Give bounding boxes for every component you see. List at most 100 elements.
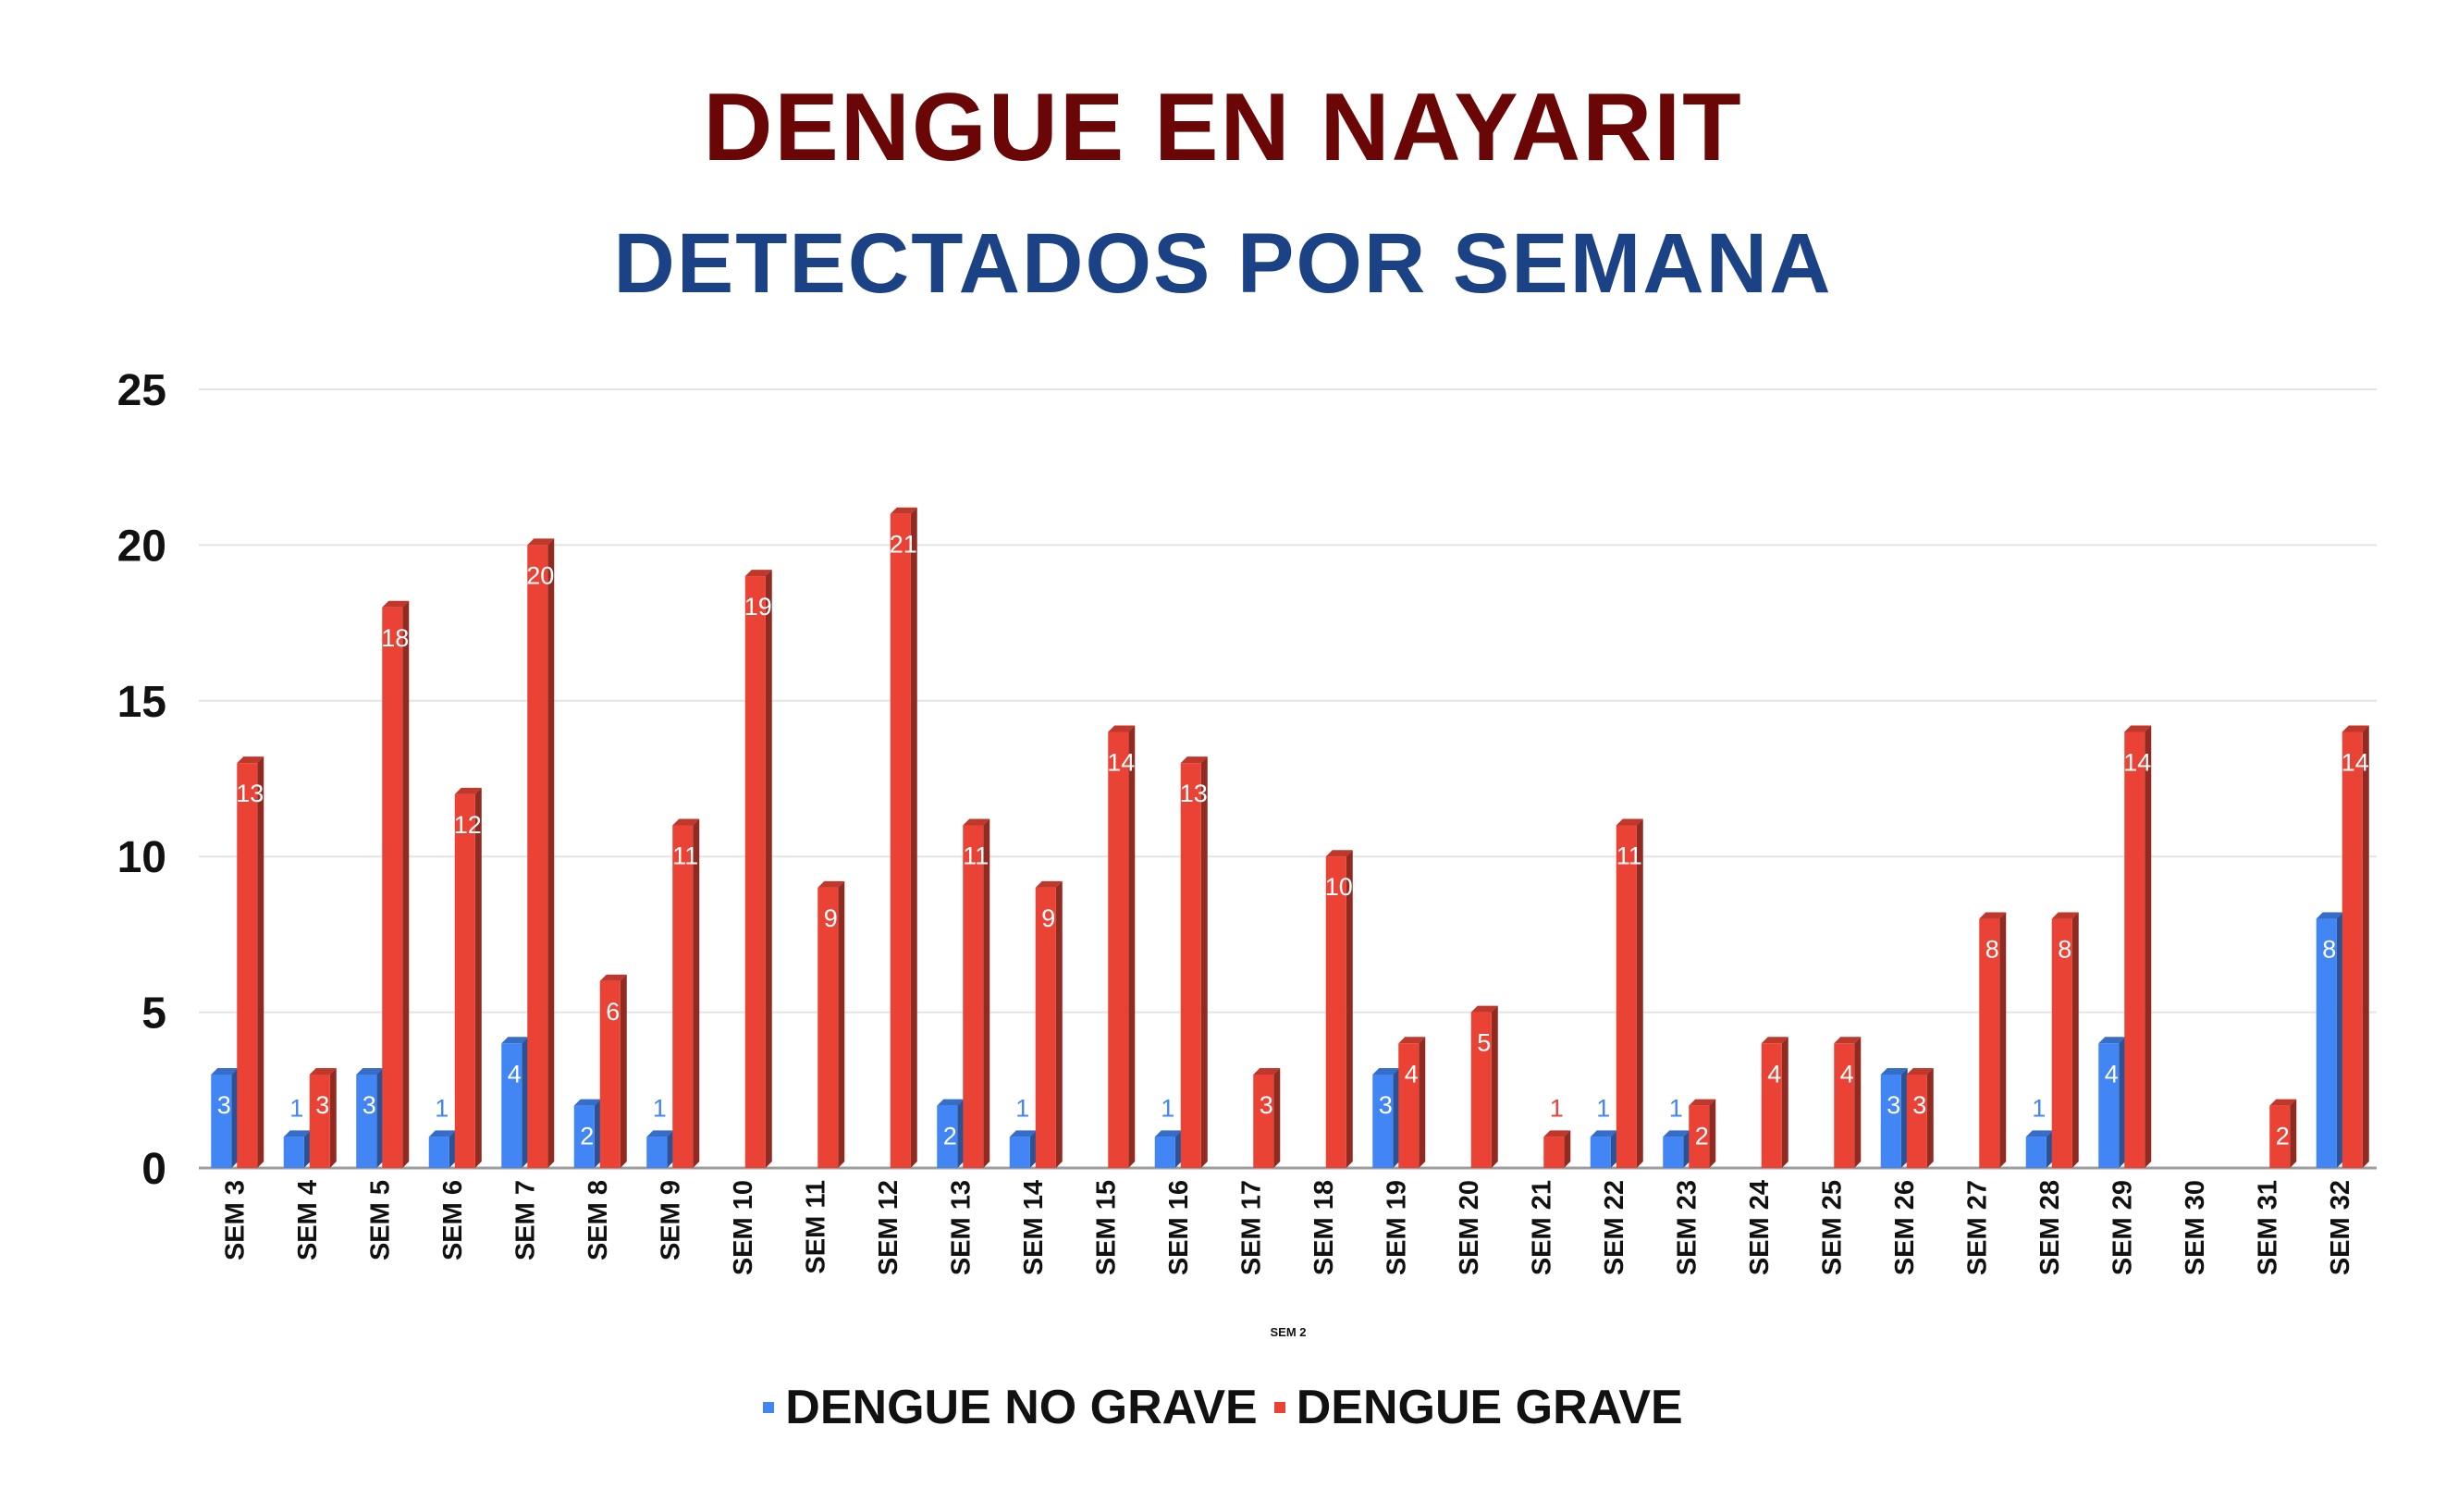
bar-top [2269, 1099, 2297, 1106]
bar-top [1761, 1037, 1788, 1044]
bars [211, 507, 2369, 1168]
bar-top [817, 880, 845, 888]
bar-grave-sem-14 [1035, 880, 1063, 1168]
legend-item-no-grave: DENGUE NO GRAVE [763, 1380, 1258, 1435]
gridlines [199, 388, 2377, 1170]
data-label: 10 [1325, 873, 1353, 901]
data-label: 4 [508, 1060, 522, 1088]
data-label: 1 [1550, 1094, 1564, 1122]
bar-front [1009, 1137, 1030, 1168]
bar-top [672, 818, 700, 826]
x-tick-label: SEM 4 [293, 1180, 323, 1260]
bar-front [573, 1105, 595, 1168]
bar-top [237, 756, 264, 764]
bar-front [646, 1137, 668, 1168]
data-label: 12 [454, 811, 482, 839]
x-tick-label: SEM 17 [1236, 1180, 1266, 1275]
chart-title: DENGUE EN NAYARIT [703, 74, 1743, 181]
x-tick-label: SEM 30 [2181, 1180, 2210, 1275]
data-label: 4 [1767, 1060, 1781, 1088]
bar-no-grave-sem-29 [2098, 1037, 2126, 1168]
bar-top [1154, 1130, 1182, 1137]
x-tick-label: SEM 13 [946, 1180, 976, 1275]
bar-grave-sem-26 [1906, 1067, 1934, 1168]
data-label: 21 [890, 531, 917, 559]
x-axis: SEM 3 SEM 4 SEM 5 SEM 6 SEM 7 SEM 8 SEM 9 SEM 1… [220, 1180, 2355, 1275]
data-label: 11 [1616, 842, 1642, 870]
x-tick-label: SEM 23 [1672, 1180, 1702, 1275]
bar-side [2119, 1037, 2126, 1168]
data-label: 1 [653, 1094, 667, 1122]
bar-front [1398, 1043, 1420, 1168]
x-tick-label: SEM 11 [801, 1180, 830, 1274]
bar-top [1689, 1099, 1716, 1106]
bar-grave-sem-5 [382, 600, 410, 1168]
bar-top [1906, 1067, 1934, 1075]
bar-side [667, 1130, 674, 1168]
bar-grave-sem-24 [1761, 1037, 1788, 1168]
bar-front [1663, 1137, 1684, 1168]
bar-no-grave-sem-4 [283, 1130, 311, 1168]
bar-grave-sem-19 [1398, 1037, 1426, 1168]
bar-side [594, 1099, 601, 1168]
bar-front [454, 793, 475, 1168]
bar-top [937, 1099, 965, 1106]
data-label: 1 [2032, 1094, 2046, 1122]
bar-front [1325, 856, 1346, 1168]
bar-side [838, 880, 845, 1168]
bar-no-grave-sem-28 [2025, 1130, 2053, 1168]
chart-subtitle: DETECTADOS POR SEMANA [613, 216, 1833, 311]
bar-no-grave-sem-9 [646, 1130, 674, 1168]
bar-grave-sem-9 [672, 818, 700, 1168]
bar-side [1854, 1037, 1862, 1168]
x-tick-label: SEM 25 [1817, 1180, 1847, 1275]
bar-front [890, 513, 911, 1168]
bar-front [1372, 1074, 1394, 1168]
bar-top [890, 507, 917, 514]
x-tick-label: SEM 14 [1019, 1180, 1049, 1275]
y-tick-label: 25 [117, 366, 166, 415]
bar-no-grave-sem-16 [1154, 1130, 1182, 1168]
bar-top [573, 1099, 601, 1106]
bar-no-grave-sem-5 [356, 1067, 384, 1168]
x-axis-label: SEM 2 [1270, 1325, 1306, 1339]
bar-front [356, 1074, 377, 1168]
bar-front [1543, 1137, 1565, 1168]
bar-top [501, 1037, 529, 1044]
x-tick-label: SEM 6 [438, 1180, 468, 1260]
bar-grave-sem-27 [1979, 912, 2007, 1168]
bar-top [1834, 1037, 1862, 1044]
bar-side [983, 818, 990, 1168]
y-tick-label: 10 [117, 833, 166, 882]
x-tick-label: SEM 19 [1382, 1180, 1411, 1275]
bar-side [2336, 912, 2343, 1168]
x-tick-label: SEM 5 [365, 1180, 395, 1260]
bar-side [1419, 1037, 1426, 1168]
bar-top [1372, 1067, 1400, 1075]
bar-front [1616, 825, 1637, 1168]
bar-side [620, 974, 627, 1168]
bar-grave-sem-18 [1325, 850, 1353, 1168]
data-label: 19 [744, 593, 772, 621]
data-label: 8 [2058, 936, 2071, 964]
bar-front [2316, 918, 2337, 1168]
x-tick-label: SEM 16 [1164, 1180, 1194, 1275]
x-tick-label: SEM 28 [2035, 1180, 2065, 1275]
bar-side [1564, 1130, 1571, 1168]
x-tick-label: SEM 22 [1600, 1180, 1629, 1275]
bar-grave-sem-28 [2051, 912, 2079, 1168]
bar-no-grave-sem-13 [937, 1099, 965, 1168]
data-label: 6 [606, 998, 620, 1026]
bar-grave-sem-17 [1253, 1067, 1281, 1168]
data-label: 1 [1161, 1094, 1174, 1122]
bar-top [356, 1067, 384, 1075]
bar-side [303, 1130, 311, 1168]
bar-grave-sem-31 [2269, 1099, 2297, 1168]
bar-grave-sem-23 [1689, 1099, 1716, 1168]
bar-top [1035, 880, 1063, 888]
bar-front [1906, 1074, 1927, 1168]
bar-front [2342, 731, 2363, 1168]
bar-side [1055, 880, 1063, 1168]
legend: DENGUE NO GRAVE DENGUE GRAVE [0, 1380, 2446, 1435]
bar-top [1880, 1067, 1908, 1075]
